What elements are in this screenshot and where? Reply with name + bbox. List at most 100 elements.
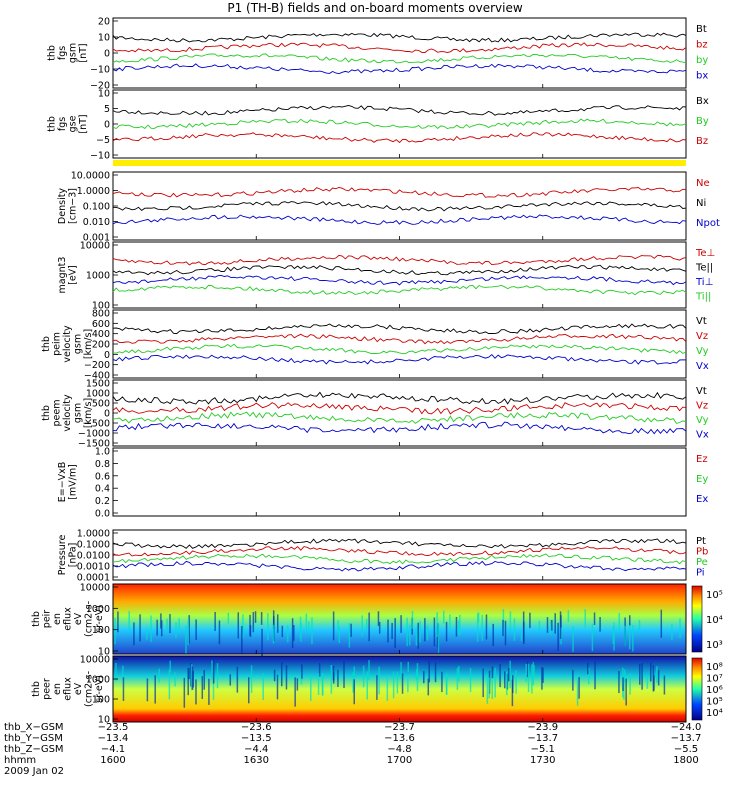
heatmap-streak (458, 666, 460, 682)
heatmap-streak (679, 618, 681, 639)
ephemeris-value: −13.4 (97, 733, 129, 744)
y-tick-label: 400 (92, 329, 110, 340)
legend-entry: Ne (696, 178, 710, 189)
heatmap-streak (492, 623, 494, 646)
heatmap-streak (348, 622, 351, 648)
ephemeris-value: −4.8 (387, 744, 412, 755)
heatmap-streak (122, 677, 125, 701)
heatmap-streak (527, 663, 530, 692)
heatmap-streak (481, 614, 483, 641)
heatmap-streak (587, 662, 589, 675)
heatmap-streak (494, 667, 496, 698)
ephem-label-y: thb_Y−GSM (4, 733, 63, 744)
y-axis-label: thbfgsgse[nT] (46, 114, 89, 133)
legend-entry: Ex (696, 494, 708, 505)
y-axis-label: Pressure[nPa] (57, 535, 79, 576)
panel-frame (112, 447, 687, 517)
heatmap-streak (612, 626, 615, 645)
ephemeris-value: −4.1 (100, 744, 126, 755)
heatmap-streak (294, 677, 296, 707)
heatmap-streak (671, 624, 673, 641)
y-tick-label: 0 (104, 409, 110, 420)
y-tick-label: 1000 (86, 389, 110, 400)
ephemeris-value: 1600 (100, 755, 126, 766)
y-axis-label: thbpeimvelocitygsm[km/s] (41, 325, 94, 363)
heatmap-streak (442, 610, 445, 624)
colorbar-thb_peer_en_eflux (691, 657, 703, 721)
heatmap-streak (572, 669, 574, 691)
heatmap-streak (308, 621, 310, 633)
y-tick-label: 0 (104, 120, 110, 131)
heatmap-streak (506, 671, 508, 696)
heatmap-streak (623, 676, 625, 700)
heatmap-streak (330, 664, 333, 694)
heatmap-streak (254, 611, 257, 623)
y-tick-label: 10000 (80, 655, 110, 666)
y-tick-label: 1.0 (95, 447, 110, 458)
heatmap-streak (267, 613, 269, 641)
y-tick-label: 1.0000 (77, 529, 110, 540)
heatmap-streak (114, 617, 116, 645)
heatmap-streak (353, 679, 355, 705)
heatmap-streak (660, 609, 663, 638)
colorbar-tick: 10³ (706, 640, 723, 651)
heatmap-streak (576, 678, 579, 706)
heatmap-streak (154, 675, 156, 704)
series-line-By (112, 118, 687, 130)
heatmap-streak (352, 672, 354, 693)
heatmap-streak (526, 661, 529, 678)
chart-title: P1 (TH-B) fields and on-board moments ov… (227, 1, 523, 15)
legend-entry: Ez (696, 454, 708, 465)
legend-entry: Vt (696, 316, 707, 327)
y-tick-label: 100 (92, 625, 110, 636)
heatmap-streak (158, 668, 160, 683)
y-tick-label: 10.0000 (71, 171, 110, 182)
heatmap-streak (386, 677, 389, 701)
heatmap-streak (252, 612, 255, 633)
heatmap-streak (195, 679, 197, 705)
y-axis-label: thbfgsgsm[nT] (46, 43, 89, 63)
heatmap-streak (260, 612, 263, 625)
heatmap-streak (408, 624, 411, 646)
heatmap-streak (276, 674, 279, 700)
heatmap-streak (401, 673, 404, 694)
heatmap-streak (407, 678, 409, 693)
legend-entry: Vz (696, 331, 708, 342)
heatmap-streak (208, 678, 210, 705)
heatmap-streak (187, 619, 190, 645)
heatmap-streak (499, 663, 501, 688)
panel-thb_fgs_gse: 10 5 0 −5 −10 thbfgsgse[nT] Bx By Bz (46, 89, 708, 162)
heatmap-streak (618, 671, 620, 694)
heatmap-streak (310, 674, 312, 702)
date-label: 2009 Jan 02 (4, 766, 64, 777)
heatmap-streak (212, 660, 215, 684)
heatmap-streak (332, 611, 335, 641)
series-line-Vz (112, 402, 687, 415)
ephemeris-value: −13.7 (670, 733, 702, 744)
panel-frame (112, 379, 687, 447)
y-tick-label: 0.2 (95, 496, 110, 507)
heatmap-streak (469, 668, 472, 692)
heatmap-streak (436, 612, 438, 638)
heatmap-streak (183, 677, 186, 708)
heatmap-streak (188, 668, 190, 680)
heatmap-streak (578, 677, 580, 699)
colorbar-thb_peir_en_eflux (691, 585, 703, 653)
heatmap-streak (332, 665, 335, 681)
heatmap-streak (250, 665, 253, 694)
heatmap-streak (175, 622, 177, 638)
series-line-by (112, 53, 687, 64)
y-tick-label: 0.0 (95, 509, 110, 520)
ephemeris-value: −23.5 (97, 722, 129, 733)
legend-entry: Vz (696, 401, 708, 412)
colorbar-tick: 10⁶ (706, 685, 723, 696)
panel-frame (112, 241, 687, 309)
heatmap-streak (653, 675, 655, 691)
ephemeris-column: −23.6 −13.5 −4.4 1630 (238, 722, 274, 766)
heatmap-streak (485, 614, 488, 640)
y-tick-label: 500 (92, 399, 110, 410)
heatmap-streak (509, 611, 512, 632)
heatmap-streak (638, 619, 641, 634)
heatmap-streak (411, 610, 414, 629)
